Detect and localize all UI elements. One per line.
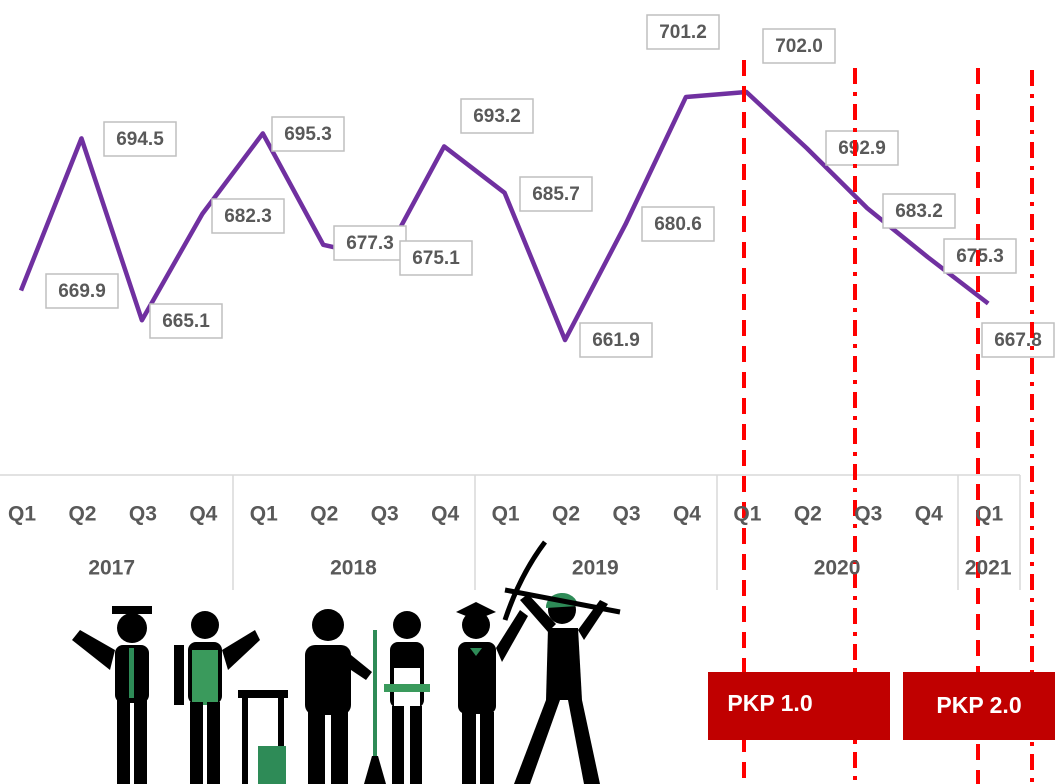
x-group-label: 2019 bbox=[572, 557, 619, 580]
x-tick-label: Q1 bbox=[250, 503, 278, 526]
workers-illustration bbox=[72, 540, 621, 784]
data-label: 680.6 bbox=[654, 214, 702, 235]
x-group-label: 2017 bbox=[88, 557, 135, 580]
data-labels: 669.9 694.5 665.1 682.3 695.3 677.3 675.1 693.2… bbox=[45, 14, 1055, 358]
data-label: 692.9 bbox=[838, 138, 886, 159]
data-label-box bbox=[271, 116, 345, 152]
data-label: 685.7 bbox=[532, 184, 580, 205]
data-label: 683.2 bbox=[895, 201, 943, 222]
data-label-box bbox=[519, 176, 593, 212]
data-label-box bbox=[103, 121, 177, 157]
x-tick-label: Q3 bbox=[371, 503, 399, 526]
markers bbox=[742, 60, 1034, 784]
x-tick-label: Q1 bbox=[975, 503, 1003, 526]
data-label: 682.3 bbox=[224, 206, 272, 227]
x-tick-label: Q3 bbox=[612, 503, 640, 526]
x-tick-label: Q1 bbox=[492, 503, 520, 526]
x-tick-label: Q1 bbox=[8, 503, 36, 526]
x-group-label: 2020 bbox=[814, 557, 861, 580]
data-label-box bbox=[45, 273, 119, 309]
axis-frame bbox=[0, 89, 1021, 590]
x-tick-label: Q4 bbox=[189, 503, 217, 526]
data-label-box bbox=[149, 303, 223, 339]
data-label-box bbox=[579, 322, 653, 358]
annotation-box bbox=[708, 672, 890, 740]
data-label-box bbox=[825, 130, 899, 166]
x-tick-label: Q2 bbox=[310, 503, 338, 526]
data-label-box bbox=[882, 193, 956, 229]
data-label-box bbox=[646, 14, 720, 50]
x-tick-label: Q4 bbox=[915, 503, 943, 526]
data-label: 694.5 bbox=[116, 129, 164, 150]
x-tick-label: Q2 bbox=[552, 503, 580, 526]
data-label-box bbox=[399, 240, 473, 276]
x-tick-label: Q3 bbox=[129, 503, 157, 526]
data-label-box bbox=[762, 28, 836, 64]
data-label: 665.1 bbox=[162, 311, 210, 332]
data-label: 667.8 bbox=[994, 330, 1042, 351]
annotation-box bbox=[903, 672, 1055, 740]
data-label-box bbox=[211, 198, 285, 234]
x-tick-label: Q4 bbox=[431, 503, 459, 526]
annotation-label: PKP 1.0 bbox=[727, 690, 812, 716]
data-label: 677.3 bbox=[346, 233, 394, 254]
x-tick-label: Q4 bbox=[673, 503, 701, 526]
x-tick-label: Q2 bbox=[68, 503, 96, 526]
data-label-box bbox=[641, 206, 715, 242]
data-label: 675.1 bbox=[412, 248, 460, 269]
x-group-label: 2018 bbox=[330, 557, 377, 580]
x-tick-label: Q2 bbox=[794, 503, 822, 526]
data-label-box bbox=[981, 322, 1055, 358]
data-label: 702.0 bbox=[775, 36, 823, 57]
annotation-label: PKP 2.0 bbox=[936, 692, 1021, 718]
data-label: 695.3 bbox=[284, 124, 332, 145]
x-group-label: 2021 bbox=[965, 557, 1012, 580]
data-label-box bbox=[333, 225, 407, 261]
x-tick-label: Q3 bbox=[854, 503, 882, 526]
data-label: 693.2 bbox=[473, 106, 521, 127]
data-label: 669.9 bbox=[58, 281, 106, 302]
data-label: 701.2 bbox=[659, 22, 707, 43]
data-line bbox=[18, 89, 990, 343]
data-label-box bbox=[460, 98, 534, 134]
x-tick-label: Q1 bbox=[733, 503, 761, 526]
data-label: 661.9 bbox=[592, 330, 640, 351]
